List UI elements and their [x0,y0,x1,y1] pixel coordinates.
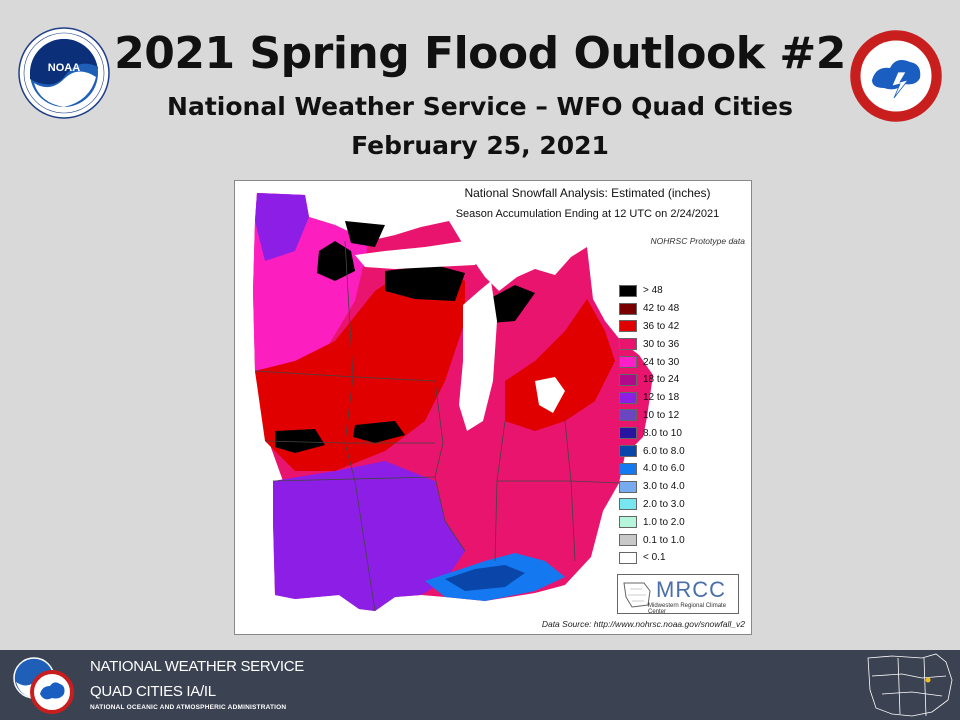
snowfall-legend: > 48 42 to 48 36 to 42 30 to 36 24 to 30 18 t… [619,282,729,567]
legend-swatch [619,498,637,511]
snowfall-map [253,193,653,612]
footer-office-name: QUAD CITIES IA/IL [90,683,216,700]
legend-swatch [619,338,637,351]
slide-date: February 25, 2021 [351,131,609,160]
noaa-nws-footer-logo-icon [13,657,74,714]
map-note: NOHRSC Prototype data [650,236,745,246]
legend-item: 36 to 42 [619,318,729,336]
legend-item: 4.0 to 6.0 [619,460,729,478]
slide-header: 2021 Spring Flood Outlook #2 National We… [0,0,960,175]
legend-label: 18 to 24 [643,374,680,386]
legend-swatch [619,284,637,297]
legend-item: > 48 [619,282,729,300]
legend-item: 42 to 48 [619,300,729,318]
legend-item: 10 to 12 [619,407,729,425]
legend-item: 6.0 to 8.0 [619,442,729,460]
legend-swatch [619,373,637,386]
legend-swatch [619,462,637,475]
footer-org-name: NATIONAL WEATHER SERVICE [90,658,304,675]
legend-label: 42 to 48 [643,303,680,315]
legend-swatch [619,391,637,404]
legend-label: 1.0 to 2.0 [643,516,685,528]
footer-bar: NATIONAL WEATHER SERVICE QUAD CITIES IA/… [0,650,960,720]
legend-label: 0.1 to 1.0 [643,534,685,546]
legend-label: 30 to 36 [643,338,680,350]
legend-item: 24 to 30 [619,353,729,371]
legend-label: > 48 [643,285,663,297]
legend-swatch [619,427,637,440]
legend-swatch [619,551,637,564]
legend-label: 24 to 30 [643,356,680,368]
legend-swatch [619,356,637,369]
legend-label: < 0.1 [643,552,666,564]
legend-swatch [619,302,637,315]
nws-logo-icon [850,30,942,122]
legend-swatch [619,480,637,493]
legend-swatch [619,445,637,458]
snowfall-map-panel [234,180,752,635]
legend-swatch [619,516,637,529]
slide-title: 2021 Spring Flood Outlook #2 [114,28,846,79]
slide-subtitle: National Weather Service – WFO Quad Citi… [167,92,793,121]
legend-item: < 0.1 [619,549,729,567]
noaa-logo-icon: NOAA [18,27,110,119]
legend-label: 4.0 to 6.0 [643,463,685,475]
mrcc-sublabel: Midwestern Regional Climate Center [648,603,727,615]
legend-item: 12 to 18 [619,389,729,407]
legend-label: 8.0 to 10 [643,427,682,439]
legend-item: 2.0 to 3.0 [619,496,729,514]
legend-item: 1.0 to 2.0 [619,513,729,531]
map-title: National Snowfall Analysis: Estimated (i… [464,186,711,200]
footer-agency-name: NATIONAL OCEANIC AND ATMOSPHERIC ADMINIS… [90,704,287,711]
svg-text:NOAA: NOAA [48,62,80,74]
legend-swatch [619,534,637,547]
mrcc-label: MRCC [656,577,726,602]
mrcc-map-icon [623,582,651,608]
legend-item: 30 to 36 [619,335,729,353]
legend-swatch [619,320,637,333]
legend-label: 12 to 18 [643,392,680,404]
legend-label: 3.0 to 4.0 [643,481,685,493]
legend-item: 8.0 to 10 [619,424,729,442]
legend-item: 3.0 to 4.0 [619,478,729,496]
legend-label: 36 to 42 [643,320,680,332]
legend-item: 0.1 to 1.0 [619,531,729,549]
legend-label: 6.0 to 8.0 [643,445,685,457]
legend-swatch [619,409,637,422]
legend-label: 10 to 12 [643,409,680,421]
legend-item: 18 to 24 [619,371,729,389]
legend-label: 2.0 to 3.0 [643,498,685,510]
data-source-text: Data Source: http://www.nohrsc.noaa.gov/… [541,619,745,629]
mrcc-logo: MRCC Midwestern Regional Climate Center [617,574,739,615]
map-subtitle: Season Accumulation Ending at 12 UTC on … [455,208,720,220]
cwa-outline-map-icon [867,653,953,717]
